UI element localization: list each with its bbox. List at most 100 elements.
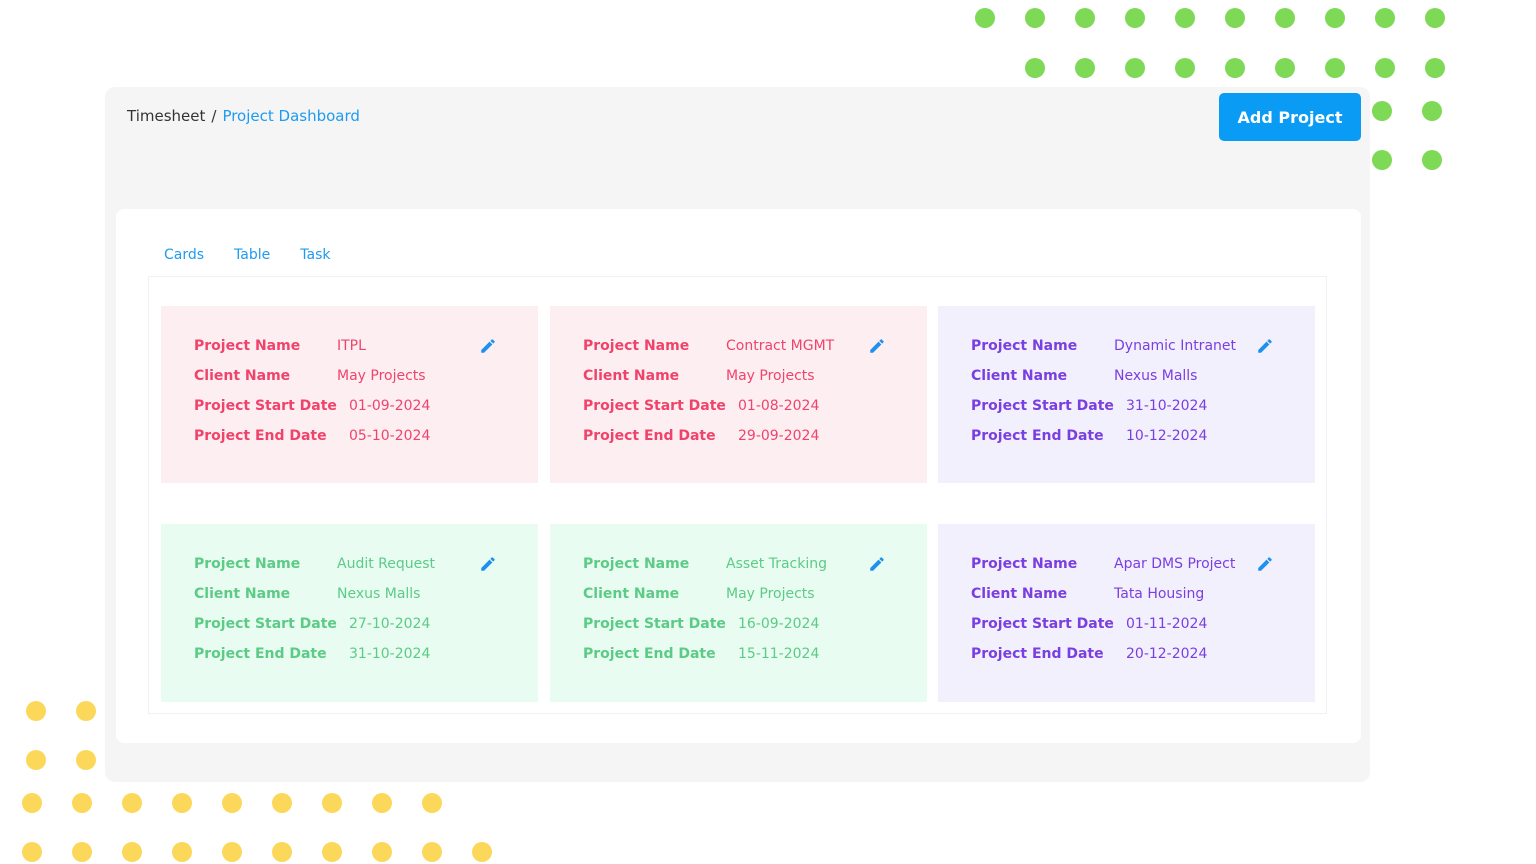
card-row-end-date: Project End Date 15-11-2024 [550, 644, 927, 674]
decorative-dot [1175, 8, 1195, 28]
card-row-end-date: Project End Date 29-09-2024 [550, 426, 927, 456]
card-row-start-date: Project Start Date 27-10-2024 [161, 614, 538, 644]
field-value: 05-10-2024 [349, 428, 431, 444]
decorative-dot [1325, 58, 1345, 78]
field-label: Project Name [194, 556, 301, 572]
field-label: Project End Date [583, 428, 716, 444]
field-label: Project Start Date [971, 398, 1114, 414]
field-value: Nexus Malls [337, 586, 421, 602]
decorative-dot [272, 793, 292, 813]
decorative-dot [72, 793, 92, 813]
field-label: Project Name [583, 338, 690, 354]
field-label: Project End Date [971, 428, 1104, 444]
field-value: 31-10-2024 [1126, 398, 1208, 414]
edit-pencil-icon[interactable] [479, 555, 497, 573]
field-label: Project End Date [971, 646, 1104, 662]
tab-task[interactable]: Task [300, 247, 331, 263]
breadcrumb-separator: / [211, 107, 217, 125]
edit-pencil-icon[interactable] [868, 337, 886, 355]
card-row-end-date: Project End Date 10-12-2024 [938, 426, 1315, 456]
breadcrumb-timesheet[interactable]: Timesheet [127, 107, 206, 125]
edit-pencil-icon[interactable] [479, 337, 497, 355]
decorative-dot [1125, 58, 1145, 78]
project-card: Project Name Contract MGMT Client Name M… [550, 306, 927, 483]
field-label: Project End Date [194, 428, 327, 444]
card-row-start-date: Project Start Date 16-09-2024 [550, 614, 927, 644]
view-tabs: Cards Table Task [164, 247, 330, 263]
field-value: Contract MGMT [726, 338, 835, 354]
card-row-client-name: Client Name Nexus Malls [938, 366, 1315, 396]
decorative-dot [322, 842, 342, 862]
card-row-start-date: Project Start Date 31-10-2024 [938, 396, 1315, 426]
decorative-dot [26, 701, 46, 721]
decorative-dot [1422, 150, 1442, 170]
decorative-dot [1225, 58, 1245, 78]
card-row-start-date: Project Start Date 01-11-2024 [938, 614, 1315, 644]
field-label: Client Name [583, 368, 680, 384]
decorative-dot [1372, 150, 1392, 170]
edit-pencil-icon[interactable] [1256, 555, 1274, 573]
decorative-dot [472, 842, 492, 862]
decorative-dot [1325, 8, 1345, 28]
decorative-dot [1375, 58, 1395, 78]
card-row-client-name: Client Name May Projects [550, 584, 927, 614]
card-row-project-name: Project Name Dynamic Intranet [938, 336, 1315, 366]
decorative-dot [222, 793, 242, 813]
card-row-project-name: Project Name Asset Tracking [550, 554, 927, 584]
card-row-project-name: Project Name Audit Request [161, 554, 538, 584]
field-label: Client Name [971, 368, 1068, 384]
field-value: 16-09-2024 [738, 616, 820, 632]
field-label: Project Start Date [194, 398, 337, 414]
decorative-dot [422, 793, 442, 813]
add-project-button[interactable]: Add Project [1219, 93, 1361, 141]
decorative-dot [1275, 8, 1295, 28]
field-label: Project End Date [194, 646, 327, 662]
field-value: Apar DMS Project [1114, 556, 1236, 572]
field-value: Tata Housing [1114, 586, 1205, 602]
decorative-dot [172, 842, 192, 862]
card-row-project-name: Project Name ITPL [161, 336, 538, 366]
field-value: May Projects [726, 586, 815, 602]
decorative-dot [272, 842, 292, 862]
decorative-dot [76, 750, 96, 770]
field-value: Audit Request [337, 556, 436, 572]
project-card: Project Name Audit Request Client Name N… [161, 524, 538, 702]
decorative-dot [1372, 101, 1392, 121]
decorative-dot [1375, 8, 1395, 28]
decorative-dot [1275, 58, 1295, 78]
decorative-dot [72, 842, 92, 862]
decorative-dot [122, 842, 142, 862]
card-row-end-date: Project End Date 20-12-2024 [938, 644, 1315, 674]
card-row-start-date: Project Start Date 01-08-2024 [550, 396, 927, 426]
card-row-project-name: Project Name Contract MGMT [550, 336, 927, 366]
decorative-dot [372, 842, 392, 862]
breadcrumb-current: Project Dashboard [222, 107, 360, 125]
breadcrumb: Timesheet / Project Dashboard [127, 107, 360, 125]
edit-pencil-icon[interactable] [868, 555, 886, 573]
decorative-dot [1425, 58, 1445, 78]
decorative-dot [1425, 8, 1445, 28]
tab-cards[interactable]: Cards [164, 247, 205, 263]
decorative-dot [1075, 58, 1095, 78]
decorative-dot [975, 8, 995, 28]
field-label: Project Name [971, 556, 1078, 572]
field-value: 20-12-2024 [1126, 646, 1208, 662]
tab-table[interactable]: Table [234, 247, 271, 263]
decorative-dot [1175, 58, 1195, 78]
decorative-dot [22, 793, 42, 813]
field-value: Nexus Malls [1114, 368, 1198, 384]
decorative-dot [322, 793, 342, 813]
main-panel: Timesheet / Project Dashboard Add Project … [105, 87, 1370, 782]
field-label: Project Name [583, 556, 690, 572]
card-row-client-name: Client Name Tata Housing [938, 584, 1315, 614]
project-card: Project Name Dynamic Intranet Client Nam… [938, 306, 1315, 483]
content-card: Cards Table Task Project Name ITPL Clien… [116, 209, 1361, 743]
project-cards-grid: Project Name ITPL Client Name May Projec… [148, 276, 1327, 714]
edit-pencil-icon[interactable] [1256, 337, 1274, 355]
card-row-client-name: Client Name Nexus Malls [161, 584, 538, 614]
decorative-dot [172, 793, 192, 813]
decorative-dot [372, 793, 392, 813]
decorative-dot [122, 793, 142, 813]
field-label: Project Start Date [971, 616, 1114, 632]
decorative-dot [222, 842, 242, 862]
